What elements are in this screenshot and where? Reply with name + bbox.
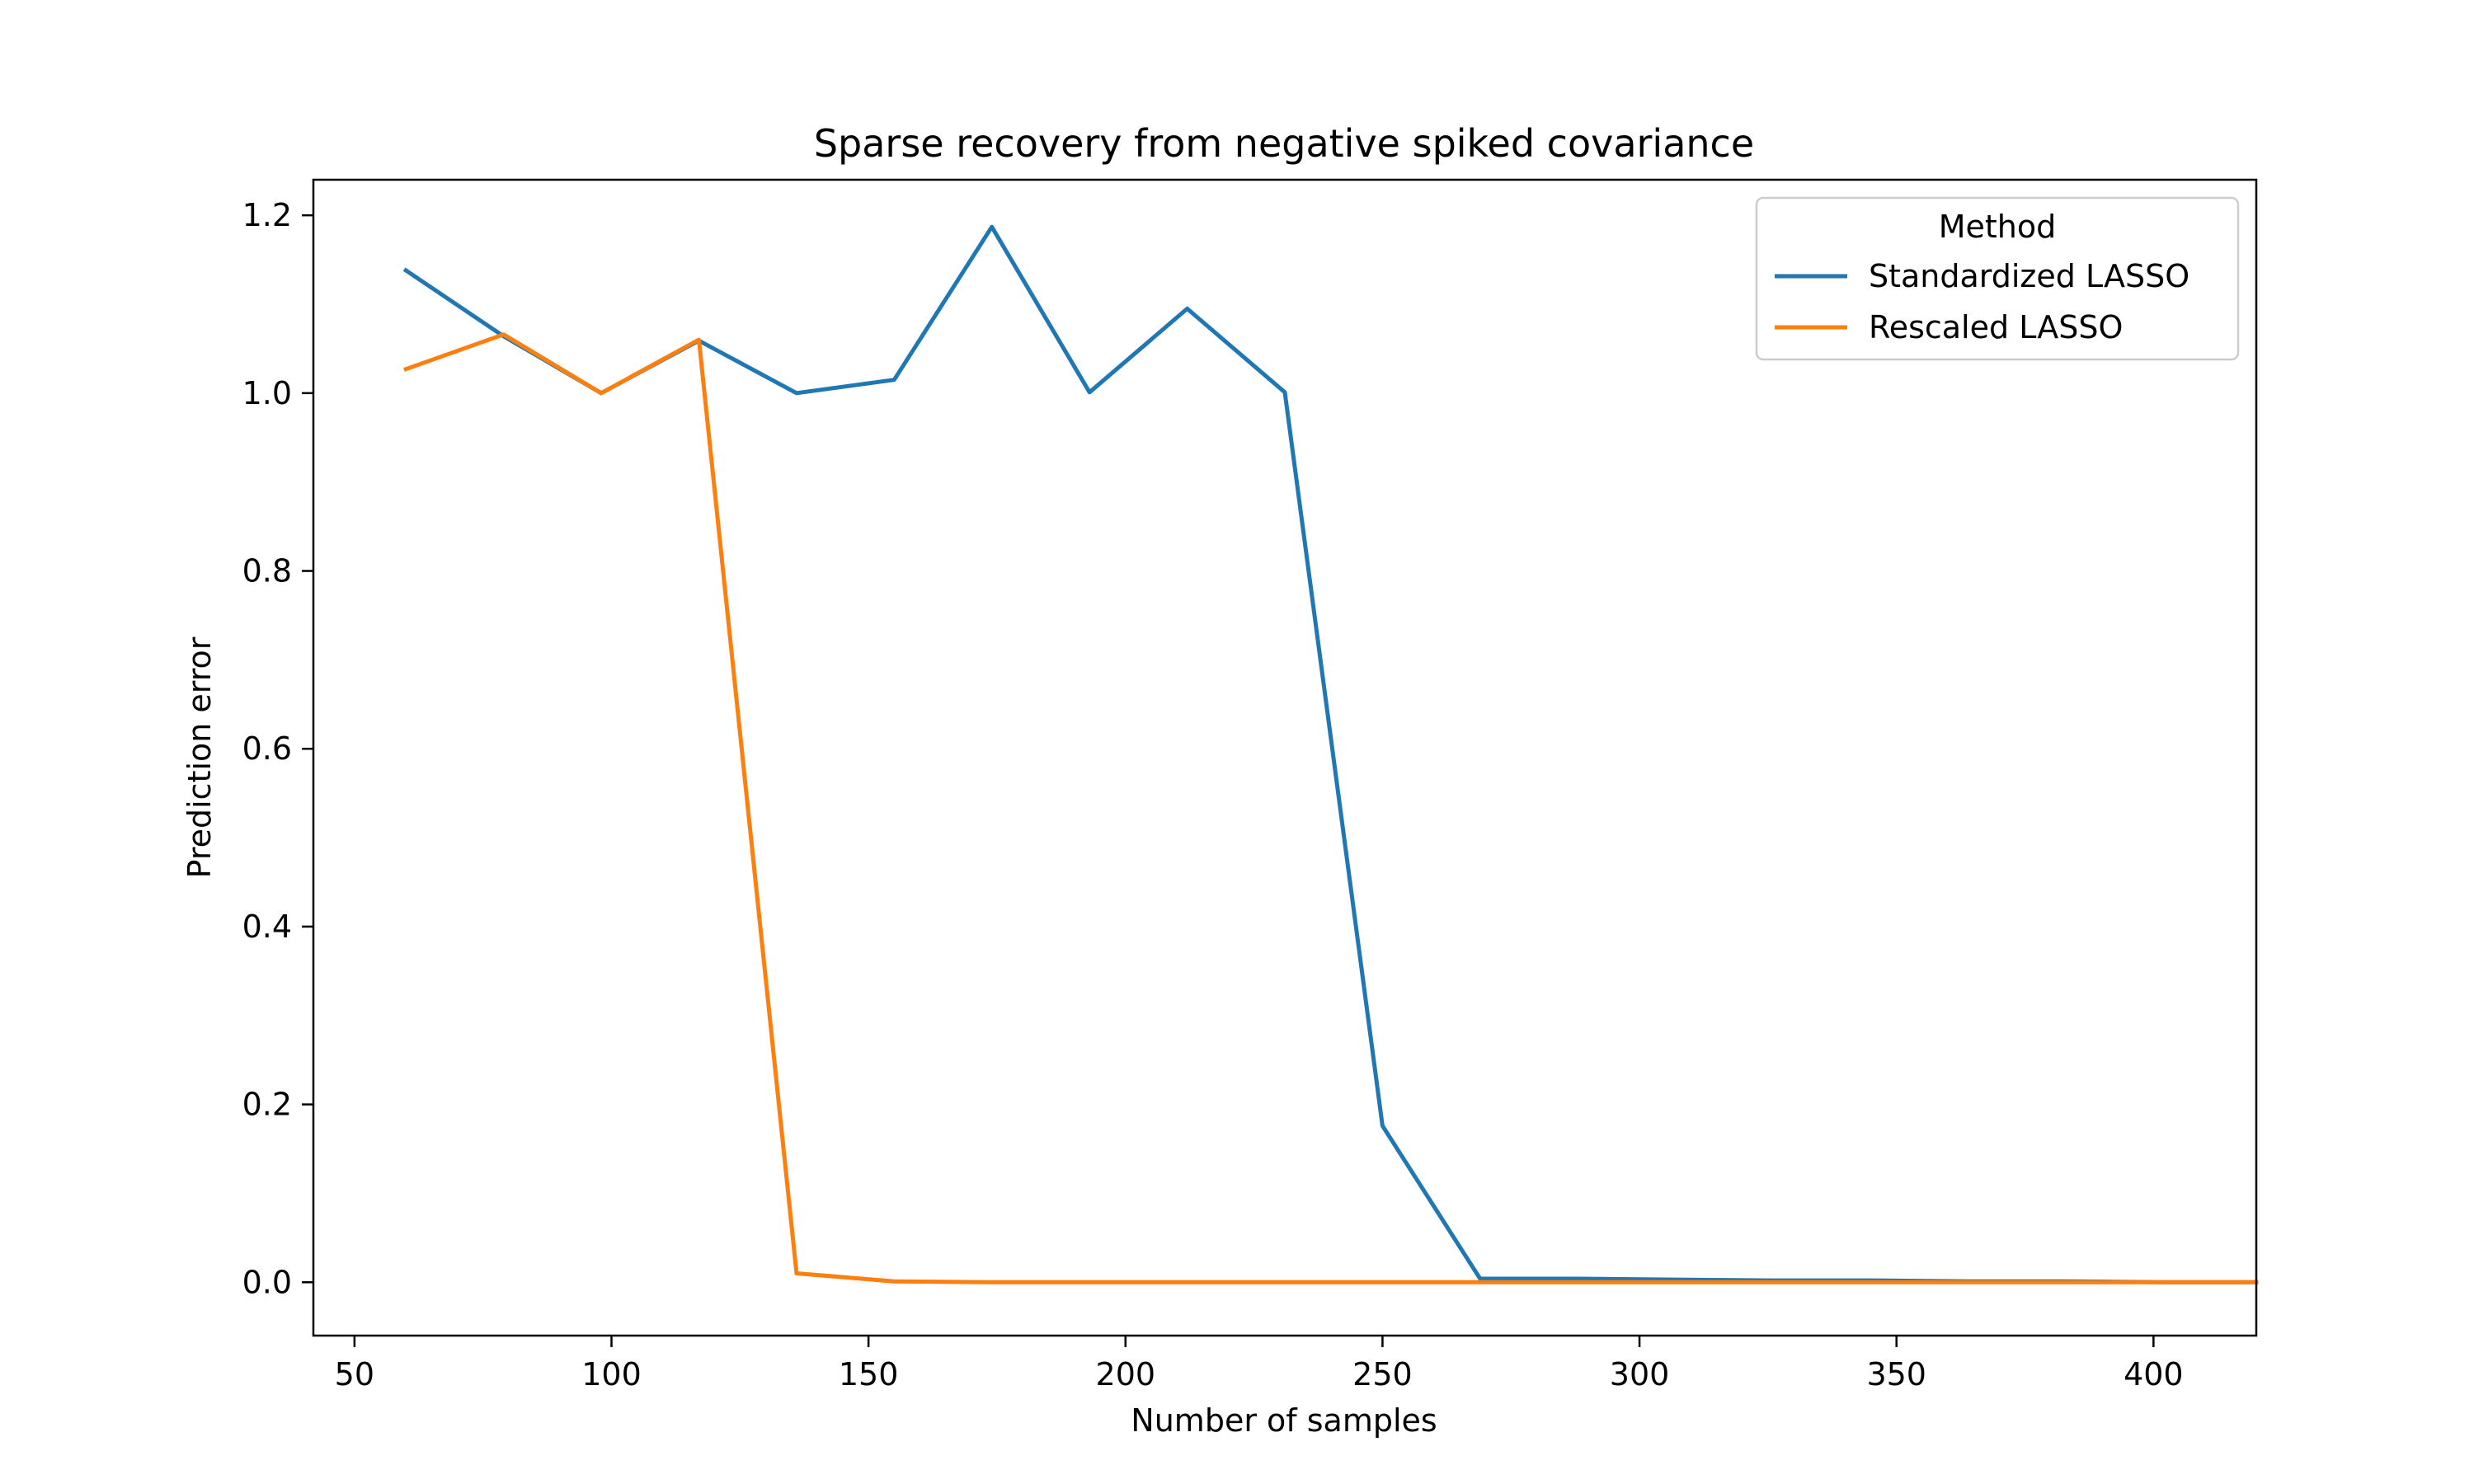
legend-label-standardized-lasso: Standardized LASSO [1869, 258, 2189, 294]
series-line-rescaled-lasso [403, 332, 2259, 1284]
x-axis: 50 100 150 200 250 300 350 400 [335, 1336, 2184, 1392]
legend: Method Standardized LASSO Rescaled LASSO [1755, 196, 2240, 361]
y-tick-label-0.6: 0.6 [242, 730, 292, 767]
y-tick-label-0.2: 0.2 [242, 1087, 292, 1123]
x-tick-label-150: 150 [839, 1356, 899, 1392]
plot-area-frame [312, 178, 2258, 1337]
y-axis-label: Prediction error [181, 636, 218, 878]
y-tick-label-1.2: 1.2 [242, 197, 292, 233]
y-axis: 0.0 0.2 0.4 0.6 0.8 1.0 1.2 [242, 197, 313, 1300]
chart-title: Sparse recovery from negative spiked cov… [814, 121, 1754, 166]
x-tick-label-100: 100 [581, 1356, 642, 1392]
y-tick-label-0.8: 0.8 [242, 553, 292, 589]
legend-title: Method [1939, 209, 2057, 245]
x-tick-label-400: 400 [2124, 1356, 2184, 1392]
x-tick-label-200: 200 [1096, 1356, 1156, 1392]
x-axis-label: Number of samples [1131, 1402, 1437, 1439]
x-tick-label-250: 250 [1352, 1356, 1413, 1392]
x-tick-label-350: 350 [1866, 1356, 1926, 1392]
y-tick-label-0.0: 0.0 [242, 1264, 292, 1300]
series-layer [402, 224, 2259, 1284]
x-tick-label-50: 50 [335, 1356, 374, 1392]
y-tick-label-0.4: 0.4 [242, 909, 292, 945]
y-tick-label-1.0: 1.0 [242, 375, 292, 411]
x-tick-label-300: 300 [1610, 1356, 1670, 1392]
legend-label-rescaled-lasso: Rescaled LASSO [1869, 309, 2123, 345]
legend-box [1755, 196, 2240, 361]
